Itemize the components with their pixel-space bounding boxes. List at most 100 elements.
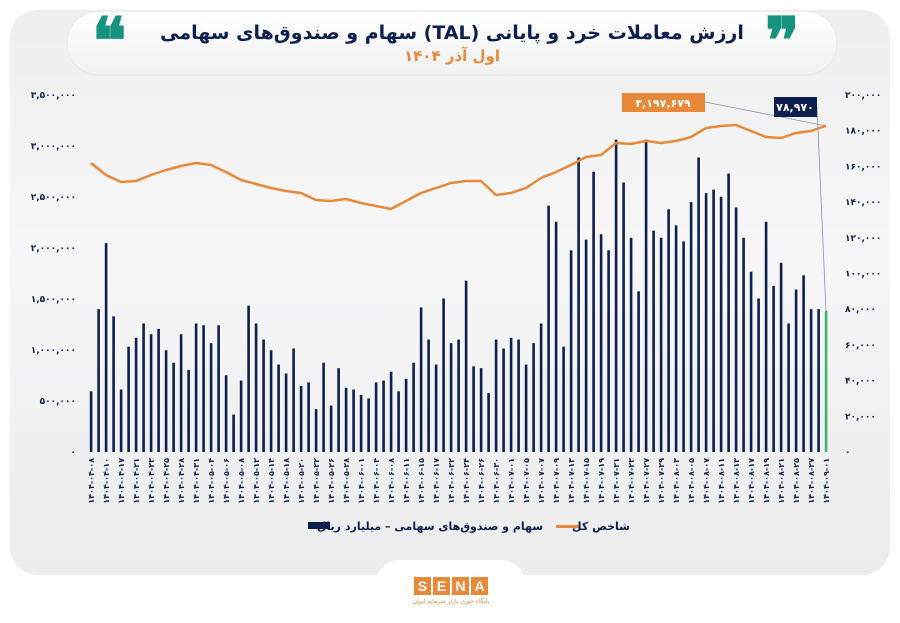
bar: [367, 398, 370, 452]
bar: [674, 225, 678, 452]
bar: [232, 414, 235, 452]
x-tick-label: ۱۴۰۴-۰۴-۲۳: [147, 458, 156, 504]
bar: [809, 309, 813, 452]
bar: [629, 237, 633, 452]
x-tick-label: ۱۴۰۴-۰۷-۰۱: [507, 458, 516, 504]
x-tick-label: ۱۴۰۴-۰۶-۰۴: [372, 458, 381, 504]
bar: [269, 350, 273, 452]
bar-callout-leader: [816, 106, 827, 312]
bar: [307, 382, 310, 452]
bar: [217, 325, 220, 452]
bar: [419, 307, 423, 452]
bar: [449, 343, 453, 452]
bar: [502, 348, 505, 452]
bar: [352, 389, 355, 452]
left-tick-label: ۱,۵۰۰,۰۰۰: [31, 295, 76, 305]
bar: [689, 202, 693, 452]
bar: [434, 364, 438, 452]
bar: [142, 323, 145, 452]
bar: [644, 139, 648, 452]
bar: [524, 364, 528, 452]
x-tick-label: ۱۴۰۴-۰۶-۰۱: [357, 458, 366, 504]
bar: [749, 271, 753, 452]
bar: [577, 157, 580, 452]
bar: [487, 393, 490, 452]
right-tick-label: ۴۰,۰۰۰: [845, 377, 876, 387]
bar: [569, 250, 573, 452]
x-tick-label: ۱۴۰۴-۰۶-۲۲: [447, 458, 456, 504]
x-tick-label: ۱۴۰۴-۰۵-۰۴: [207, 458, 216, 504]
bar: [134, 337, 138, 452]
bar: [157, 328, 160, 452]
bar: [479, 368, 483, 452]
legend-bar-label: سهام و صندوق‌های سهامی – میلیارد ریال: [317, 520, 543, 533]
bar: [622, 182, 625, 452]
right-tick-label: ۲۰,۰۰۰: [845, 412, 876, 422]
bar-callout-box: [774, 97, 817, 117]
bar: [817, 309, 820, 452]
x-tick-label: ۱۴۰۴-۰۶-۳۰: [492, 458, 501, 504]
chart-title: ارزش معاملات خرد و پایانی (TAL) سهام و ص…: [160, 22, 744, 44]
x-tick-label: ۱۴۰۴-۰۴-۰۸: [87, 458, 96, 504]
bar: [254, 323, 258, 452]
left-tick-label: ۲,۵۰۰,۰۰۰: [31, 193, 76, 203]
bar: [202, 325, 205, 452]
bar: [682, 241, 685, 452]
bar: [742, 237, 745, 452]
x-tick-label: ۱۴۰۴-۰۷-۲۱: [612, 458, 621, 504]
right-axis: ۰ ۲۰,۰۰۰ ۴۰,۰۰۰ ۶۰,۰۰۰ ۸۰,۰۰۰ ۱۰۰,۰۰۰ ۱۲۰,۰۰۰ ۱…: [845, 91, 881, 458]
bar: [607, 250, 610, 452]
left-tick-label: ۱,۰۰۰,۰۰۰: [31, 346, 76, 356]
bar: [787, 323, 790, 452]
bar: [757, 298, 760, 452]
legend-line-label: شاخص کل: [572, 520, 630, 533]
x-tick-label: ۱۴۰۴-۰۸-۲۵: [792, 458, 801, 504]
line-series-total-index: [90, 123, 827, 211]
bar: [427, 339, 430, 452]
bar: [329, 405, 333, 452]
bar: [727, 173, 730, 453]
bar: [112, 316, 115, 452]
bar: [464, 280, 468, 452]
right-tick-label: ۱۸۰,۰۰۰: [845, 127, 881, 137]
bar: [764, 221, 768, 452]
x-tick-label: ۱۴۰۴-۰۷-۱۵: [582, 458, 591, 504]
bar: [127, 346, 130, 452]
title-box: ارزش معاملات خرد و پایانی (TAL) سهام و ص…: [68, 12, 836, 74]
bar: [539, 323, 543, 452]
x-tick-label: ۱۴۰۴-۰۵-۲۸: [342, 458, 351, 504]
x-tick-label: ۱۴۰۴-۰۸-۲۱: [777, 458, 786, 504]
left-tick-label: ۳,۰۰۰,۰۰۰: [31, 142, 76, 152]
x-tick-label: ۱۴۰۴-۰۴-۱۷: [117, 458, 126, 504]
bar: [704, 193, 708, 453]
bar: [442, 298, 445, 452]
bar: [89, 391, 93, 452]
right-tick-label: ۶۰,۰۰۰: [845, 341, 876, 351]
x-tick-label: ۱۴۰۴-۰۵-۲۶: [327, 458, 336, 504]
right-tick-label: ۱۰۰,۰۰۰: [845, 270, 881, 280]
left-tick-label: ۳,۵۰۰,۰۰۰: [31, 91, 76, 101]
left-tick-label: ۲,۰۰۰,۰۰۰: [31, 244, 76, 254]
bar: [164, 350, 168, 452]
bar: [299, 385, 303, 452]
bar: [382, 380, 385, 452]
left-axis: ۰ ۵۰۰,۰۰۰ ۱,۰۰۰,۰۰۰ ۱,۵۰۰,۰۰۰ ۲,۰۰۰,۰۰۰ ۲,۵۰۰…: [31, 91, 76, 458]
x-tick-label: ۱۴۰۴-۰۶-۰۸: [387, 458, 396, 504]
bar: [187, 369, 190, 452]
bar: [194, 323, 198, 452]
bar: [119, 389, 123, 452]
bar: [344, 387, 348, 452]
logo-letter: N: [452, 577, 469, 595]
bar: [262, 339, 265, 452]
bar: [547, 205, 550, 452]
bar: [734, 207, 738, 452]
line-callout-label: ۳,۱۹۷,۶۷۹: [635, 97, 691, 110]
bar: [104, 243, 108, 452]
x-tick-label: ۱۴۰۴-۰۴-۲۸: [177, 458, 186, 504]
bar: [374, 382, 378, 452]
x-tick-label: ۱۴۰۴-۰۷-۱۳: [567, 458, 576, 504]
x-tick-label: ۱۴۰۴-۰۵-۱۸: [282, 458, 291, 504]
chart-subtitle: اول آذر ۱۴۰۴: [403, 47, 501, 65]
logo-tagline: پایگاه خبری بازار سرمایه ایران: [412, 598, 490, 605]
